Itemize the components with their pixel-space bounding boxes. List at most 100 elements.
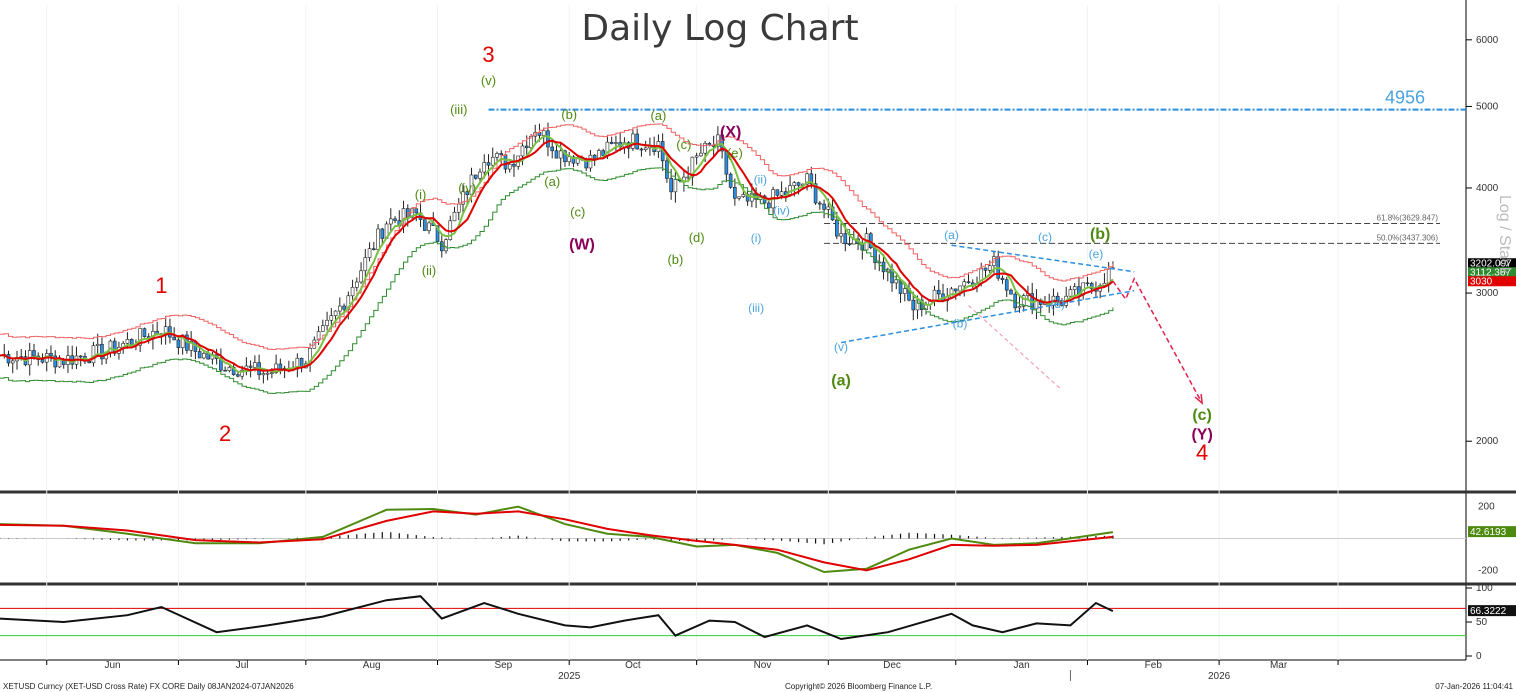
wave-label: (W) xyxy=(569,236,595,253)
fib-label: 61.8%(3629.847) xyxy=(1377,213,1439,222)
candle xyxy=(932,289,937,302)
candle xyxy=(176,339,181,349)
candle xyxy=(248,365,253,368)
candle xyxy=(427,222,431,231)
wave-label: 4 xyxy=(1196,440,1208,465)
candle xyxy=(129,339,134,346)
candle xyxy=(261,373,266,376)
candle xyxy=(911,299,916,311)
wave-label: (ii) xyxy=(754,172,767,186)
candle xyxy=(694,155,699,158)
candle xyxy=(822,203,826,210)
candle xyxy=(524,145,529,149)
candle xyxy=(444,239,448,252)
candle xyxy=(125,339,130,344)
wave-label: (iii) xyxy=(748,301,764,315)
triangle-upper xyxy=(951,244,1135,273)
candle xyxy=(197,351,202,359)
candle xyxy=(1072,286,1077,290)
triangle-lines xyxy=(840,244,1135,344)
candle xyxy=(240,369,244,377)
candle xyxy=(826,206,831,210)
macd-tick-label: -200 xyxy=(1478,565,1498,576)
slow-ma xyxy=(0,139,1114,372)
candle xyxy=(380,228,385,239)
chart-title: Daily Log Chart xyxy=(581,8,858,49)
projection-path xyxy=(968,276,1204,405)
candle xyxy=(987,265,992,271)
candle xyxy=(601,150,605,156)
wave-label: (X) xyxy=(720,124,741,141)
wave-label: (c) xyxy=(676,137,691,152)
candle xyxy=(847,243,852,246)
candle xyxy=(359,270,363,283)
candle xyxy=(512,163,516,167)
candle xyxy=(372,248,376,251)
x-month-label: Mar xyxy=(1270,660,1288,671)
candle xyxy=(138,328,142,346)
candle xyxy=(227,366,232,371)
candle xyxy=(482,162,487,173)
candle xyxy=(270,372,274,375)
candle xyxy=(461,191,465,205)
candle xyxy=(452,211,457,222)
triangle-lower xyxy=(840,289,1135,344)
y-tick-label: 4000 xyxy=(1476,183,1499,194)
candle xyxy=(236,374,240,377)
x-month-label: Nov xyxy=(754,660,772,671)
candle xyxy=(100,343,104,360)
x-year-label: 2025 xyxy=(558,671,581,682)
candle xyxy=(53,355,58,368)
wave-labels: 1 2 3 4 (i) (ii) (iii) (iv) (v) (a) (b) (c) (a) (b) (c… xyxy=(155,42,1212,465)
x-month-label: Jul xyxy=(236,660,249,671)
candle xyxy=(376,228,380,250)
candle xyxy=(507,163,512,170)
candle xyxy=(499,153,504,156)
candle xyxy=(355,281,359,288)
x-axis: Jun Jul Aug Sep Oct Nov Dec Jan Feb Mar 2025 2026 xyxy=(46,660,1339,682)
value-box xyxy=(1468,258,1516,269)
instrument-line: XETUSD Curncy (XET-USD Cross Rate) FX CO… xyxy=(3,682,294,691)
candle xyxy=(767,202,771,209)
candle xyxy=(550,146,555,152)
x-month-label: Feb xyxy=(1145,660,1163,671)
wave-label: (b) xyxy=(667,252,683,267)
candle xyxy=(172,336,176,341)
y-tick-label: 2000 xyxy=(1476,436,1499,447)
value-label: 3030 xyxy=(1470,276,1493,287)
candle xyxy=(775,189,780,196)
candle xyxy=(669,178,673,193)
candle xyxy=(91,345,96,364)
candle xyxy=(473,174,478,179)
candle xyxy=(1021,295,1026,307)
wave-label: (i) xyxy=(415,187,427,202)
candle xyxy=(478,171,482,179)
upper-envelope xyxy=(0,123,1114,350)
wave-label: (e) xyxy=(1089,247,1104,261)
y-side-label: Log / Stack xyxy=(1496,195,1513,276)
candle xyxy=(835,219,839,237)
candle xyxy=(567,156,572,163)
candle xyxy=(40,359,45,363)
candle xyxy=(983,267,988,271)
fast-ma xyxy=(0,135,1114,373)
candle xyxy=(936,289,941,295)
wave-label: (ii) xyxy=(422,263,436,278)
candle xyxy=(1000,277,1005,281)
candle xyxy=(95,343,100,346)
candle xyxy=(265,372,270,375)
candle xyxy=(329,315,334,321)
alt-projection-line xyxy=(968,305,1063,391)
candle xyxy=(805,173,809,185)
rsi-line xyxy=(0,595,1114,641)
wave-label: (iv) xyxy=(773,203,790,217)
rsi-value-label: 66.3222 xyxy=(1470,606,1507,617)
candle xyxy=(902,288,907,294)
candle xyxy=(422,219,427,231)
wave-label: (c) xyxy=(1192,407,1212,424)
wave-label: 2 xyxy=(219,421,231,446)
candle xyxy=(673,179,678,193)
candle xyxy=(843,233,848,245)
value-box xyxy=(1468,267,1516,278)
